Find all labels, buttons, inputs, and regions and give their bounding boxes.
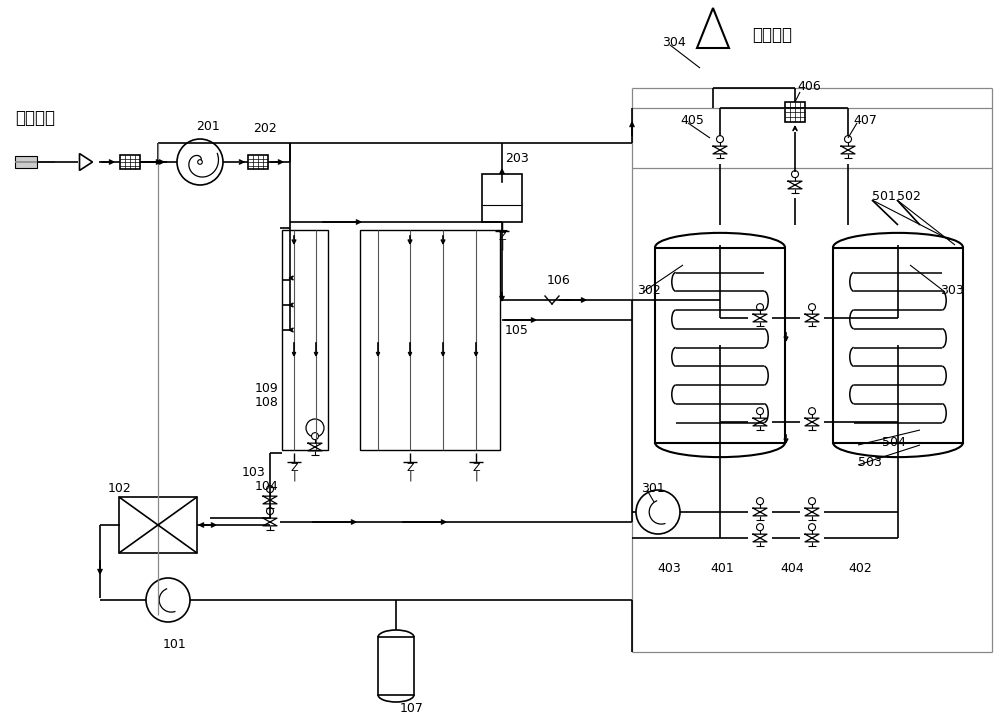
Text: 106: 106 [547, 274, 571, 287]
Text: 401: 401 [710, 562, 734, 575]
Circle shape [844, 135, 852, 143]
Circle shape [808, 523, 816, 531]
Circle shape [266, 508, 274, 515]
Text: 501: 501 [872, 190, 896, 203]
Circle shape [808, 303, 816, 311]
Bar [360, 230, 500, 450]
Circle shape [808, 497, 816, 505]
Bar [785, 102, 805, 122]
Text: 403: 403 [657, 562, 681, 575]
Text: 109: 109 [255, 382, 279, 395]
Text: 302: 302 [637, 284, 661, 297]
Circle shape [757, 303, 764, 311]
Text: 104: 104 [255, 481, 279, 494]
Circle shape [792, 171, 798, 177]
Text: 304: 304 [662, 36, 686, 49]
Circle shape [757, 523, 764, 531]
Circle shape [266, 486, 274, 492]
Circle shape [808, 408, 816, 415]
Text: 油气出口: 油气出口 [752, 26, 792, 44]
Circle shape [146, 578, 190, 622]
Text: 103: 103 [242, 466, 266, 479]
Text: Z
|: Z | [498, 232, 506, 250]
Text: 101: 101 [163, 639, 187, 652]
Bar [120, 155, 140, 169]
Bar [119, 497, 197, 553]
Circle shape [306, 419, 324, 437]
Circle shape [716, 135, 724, 143]
Text: 202: 202 [253, 122, 277, 135]
Text: 504: 504 [882, 437, 906, 450]
Text: Z
|: Z | [406, 463, 414, 481]
Bar [482, 174, 522, 222]
Text: Z
|: Z | [290, 463, 298, 481]
Circle shape [757, 408, 764, 415]
Bar [248, 155, 268, 169]
Circle shape [636, 490, 680, 534]
Bar [282, 230, 328, 450]
Bar [655, 248, 785, 442]
Polygon shape [697, 8, 729, 48]
Text: 407: 407 [853, 114, 877, 127]
Text: 105: 105 [505, 324, 529, 337]
Text: Z
|: Z | [472, 463, 480, 481]
Bar [15, 156, 37, 168]
Polygon shape [80, 153, 92, 170]
Text: 502: 502 [897, 190, 921, 203]
Circle shape [198, 160, 202, 164]
Text: 107: 107 [400, 702, 424, 715]
Text: 303: 303 [940, 284, 964, 297]
Circle shape [757, 497, 764, 505]
Text: 201: 201 [196, 120, 220, 133]
Text: 108: 108 [255, 397, 279, 410]
Circle shape [312, 433, 318, 439]
Circle shape [177, 139, 223, 185]
Text: 油气入口: 油气入口 [15, 109, 55, 127]
Bar [833, 248, 963, 442]
Text: 503: 503 [858, 455, 882, 468]
Text: 406: 406 [797, 80, 821, 93]
Text: 102: 102 [108, 481, 132, 494]
Bar [378, 637, 414, 695]
Text: 405: 405 [680, 114, 704, 127]
Text: 301: 301 [641, 481, 665, 494]
Text: 402: 402 [848, 562, 872, 575]
Text: 404: 404 [780, 562, 804, 575]
Text: 203: 203 [505, 151, 529, 164]
